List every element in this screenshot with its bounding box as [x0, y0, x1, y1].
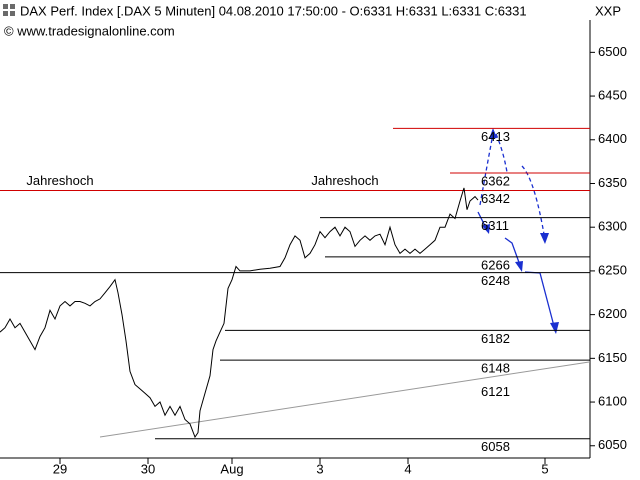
forecast-arrow — [495, 133, 508, 173]
trend-label: 6121 — [481, 384, 510, 399]
level-label: 6342 — [481, 191, 510, 206]
level-label: 6182 — [481, 331, 510, 346]
price-line — [0, 187, 479, 439]
forecast-arrow — [479, 133, 494, 206]
watermark: © www.tradesignalonline.com — [4, 23, 175, 38]
y-tick-label: 6350 — [598, 175, 627, 190]
arrowheads — [482, 128, 559, 334]
y-tick-label: 6450 — [598, 87, 627, 102]
y-tick-label: 6250 — [598, 262, 627, 277]
icon — [3, 11, 8, 16]
forecast-arrow — [521, 165, 546, 241]
level-label: 6266 — [481, 257, 510, 272]
y-tick-label: 6050 — [598, 437, 627, 452]
arrowhead — [482, 224, 490, 234]
chart-title: DAX Perf. Index [.DAX 5 Minuten] 04.08.2… — [20, 3, 527, 18]
x-tick-label: 3 — [316, 461, 323, 476]
level-label: 6413 — [481, 129, 510, 144]
y-tick-label: 6150 — [598, 350, 627, 365]
x-tick-label: 30 — [141, 461, 155, 476]
x-tick-label: 4 — [404, 461, 411, 476]
arrowhead — [540, 233, 549, 244]
y-tick-label: 6200 — [598, 306, 627, 321]
trend-line — [99, 361, 591, 438]
x-tick-label: 29 — [53, 461, 67, 476]
x-tick-label: 5 — [541, 461, 548, 476]
annotation: Jahreshoch — [311, 173, 378, 188]
icon — [10, 4, 15, 9]
level-label: 6248 — [481, 273, 510, 288]
icon — [10, 11, 15, 16]
symbol: XXP — [595, 3, 621, 18]
level-label: 6311 — [481, 218, 509, 233]
arrowhead — [489, 128, 497, 139]
y-tick-label: 6500 — [598, 44, 627, 59]
y-tick-label: 6300 — [598, 219, 627, 234]
level-label: 6362 — [481, 173, 510, 188]
arrowhead — [515, 261, 523, 272]
icon — [3, 4, 8, 9]
forecast-arrow — [504, 237, 522, 269]
y-tick-label: 6100 — [598, 393, 627, 408]
x-tick-label: Aug — [220, 461, 243, 476]
y-tick-label: 6400 — [598, 131, 627, 146]
annotation: Jahreshoch — [26, 173, 93, 188]
level-label: 6148 — [481, 361, 510, 376]
arrowhead — [550, 322, 559, 334]
level-label: 6058 — [481, 439, 510, 454]
